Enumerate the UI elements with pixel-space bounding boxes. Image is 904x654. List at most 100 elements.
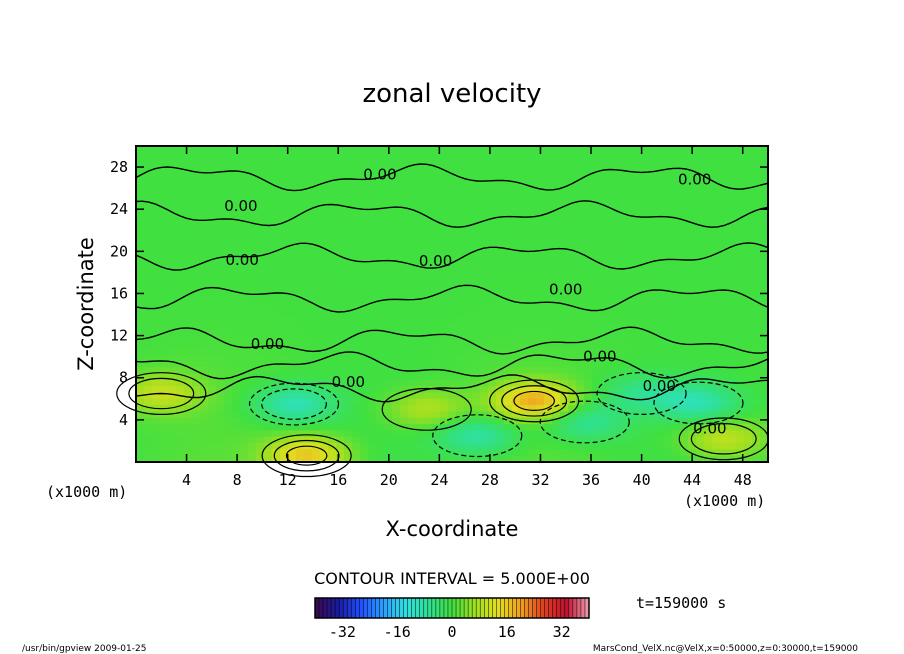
- heatmap-cell: [616, 259, 625, 267]
- heatmap-cell: [688, 266, 697, 273]
- heatmap-cell: [224, 341, 233, 349]
- heatmap-cell: [696, 348, 705, 356]
- heatmap-cell: [240, 234, 249, 242]
- heatmap-cell: [592, 316, 601, 324]
- heatmap-cell: [704, 398, 713, 406]
- heatmap-cell: [544, 367, 553, 375]
- heatmap-cell: [752, 202, 761, 210]
- heatmap-cell: [568, 215, 577, 223]
- heatmap-cell: [416, 455, 425, 463]
- heatmap-cell: [760, 443, 769, 450]
- heatmap-cell: [456, 253, 465, 261]
- heatmap-cell: [688, 221, 697, 229]
- heatmap-cell: [320, 291, 329, 299]
- heatmap-cell: [752, 209, 761, 217]
- heatmap-cell: [656, 341, 665, 349]
- heatmap-cell: [520, 291, 529, 299]
- colorbar-segment: [419, 598, 425, 618]
- heatmap-cell: [264, 272, 273, 280]
- heatmap-cell: [384, 360, 393, 368]
- heatmap-cell: [624, 259, 633, 267]
- heatmap-cell: [240, 259, 249, 267]
- heatmap-cell: [384, 335, 393, 343]
- heatmap-cell: [576, 443, 585, 450]
- heatmap-cell: [392, 209, 401, 217]
- heatmap-cell: [328, 367, 337, 375]
- heatmap-cell: [304, 146, 313, 153]
- heatmap-cell: [384, 152, 393, 160]
- heatmap-cell: [688, 158, 697, 166]
- heatmap-cell: [496, 228, 505, 236]
- heatmap-cell: [616, 164, 625, 172]
- heatmap-cell: [600, 304, 609, 311]
- heatmap-cell: [136, 322, 145, 330]
- heatmap-cell: [344, 329, 353, 337]
- heatmap-cell: [328, 234, 337, 242]
- heatmap-cell: [496, 329, 505, 337]
- heatmap-cell: [504, 164, 513, 172]
- heatmap-cell: [424, 443, 433, 450]
- heatmap-cell: [432, 253, 441, 261]
- heatmap-cell: [616, 158, 625, 166]
- heatmap-cell: [488, 259, 497, 267]
- heatmap-cell: [648, 196, 657, 204]
- heatmap-cell: [712, 158, 721, 166]
- heatmap-cell: [512, 190, 521, 198]
- heatmap-cell: [744, 190, 753, 198]
- heatmap-cell: [552, 329, 561, 337]
- heatmap-cell: [304, 392, 313, 400]
- heatmap-cell: [200, 417, 209, 425]
- heatmap-cell: [184, 341, 193, 349]
- heatmap-cell: [368, 417, 377, 425]
- heatmap-cell: [760, 209, 769, 217]
- heatmap-cell: [520, 177, 529, 185]
- heatmap-cell: [288, 322, 297, 330]
- heatmap-cell: [712, 304, 721, 311]
- heatmap-cell: [752, 411, 761, 419]
- heatmap-cell: [296, 341, 305, 349]
- heatmap-cell: [504, 215, 513, 223]
- heatmap-cell: [376, 405, 385, 413]
- heatmap-cell: [520, 322, 529, 330]
- heatmap-cell: [608, 449, 617, 457]
- heatmap-cell: [296, 297, 305, 305]
- heatmap-cell: [616, 215, 625, 223]
- heatmap-cell: [712, 417, 721, 425]
- heatmap-cell: [416, 329, 425, 337]
- heatmap-cell: [584, 373, 593, 381]
- heatmap-cell: [616, 316, 625, 324]
- heatmap-cell: [448, 367, 457, 375]
- heatmap-cell: [272, 354, 281, 362]
- heatmap-cell: [256, 266, 265, 273]
- heatmap-cell: [168, 411, 177, 419]
- colorbar-segment: [427, 598, 433, 618]
- heatmap-cell: [456, 183, 465, 191]
- heatmap-cell: [728, 247, 737, 255]
- heatmap-cell: [752, 310, 761, 318]
- heatmap-cell: [512, 146, 521, 153]
- heatmap-cell: [648, 322, 657, 330]
- heatmap-cell: [424, 436, 433, 444]
- heatmap-cell: [592, 196, 601, 204]
- heatmap-cell: [600, 443, 609, 450]
- heatmap-cell: [696, 266, 705, 273]
- heatmap-cell: [544, 316, 553, 324]
- heatmap-cell: [368, 310, 377, 318]
- heatmap-cell: [408, 183, 417, 191]
- heatmap-cell: [696, 411, 705, 419]
- heatmap-cell: [752, 379, 761, 387]
- heatmap-cell: [288, 253, 297, 261]
- heatmap-cell: [192, 209, 201, 217]
- heatmap-cell: [744, 221, 753, 229]
- heatmap-cell: [528, 335, 537, 343]
- heatmap-cell: [608, 329, 617, 337]
- heatmap-cell: [472, 164, 481, 172]
- heatmap-cell: [512, 228, 521, 236]
- x-tick-label: 12: [279, 471, 297, 489]
- heatmap-cell: [344, 436, 353, 444]
- heatmap-cell: [408, 405, 417, 413]
- heatmap-cell: [600, 278, 609, 286]
- heatmap-cell: [696, 253, 705, 261]
- heatmap-cell: [680, 234, 689, 242]
- heatmap-cell: [288, 266, 297, 273]
